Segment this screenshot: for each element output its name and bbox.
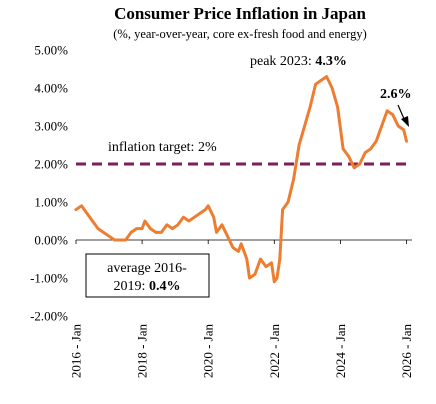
y-tick-label: 2.00% — [34, 157, 68, 172]
peak-annotation: peak 2023: 4.3% — [250, 54, 347, 69]
average-annotation-line2: 2019: 0.4% — [114, 279, 181, 294]
target-annotation: inflation target: 2% — [108, 140, 217, 155]
chart-title: Consumer Price Inflation in Japan — [114, 4, 366, 23]
x-axis: 2016 - Jan 2018 - Jan 2020 - Jan 2022 - Jan… — [69, 240, 414, 378]
chart-subtitle: (%, year-over-year, core ex-fresh food a… — [113, 27, 367, 41]
x-tick-label: 2026 - Jan — [399, 324, 414, 379]
latest-annotation: 2.6% — [380, 87, 412, 102]
x-tick-label: 2018 - Jan — [135, 324, 150, 379]
y-axis: 5.00% 4.00% 3.00% 2.00% 1.00% 0.00% -1.00% -2.0… — [30, 43, 68, 324]
y-tick-label: 4.00% — [34, 81, 68, 96]
y-tick-label: 1.00% — [34, 195, 68, 210]
average-annotation-line1: average 2016- — [107, 261, 187, 276]
x-tick-label: 2020 - Jan — [201, 324, 216, 379]
inflation-series-line — [74, 75, 408, 284]
average-annotation-label: 2019: — [114, 279, 149, 294]
y-tick-label: 0.00% — [34, 233, 68, 248]
y-tick-label: -1.00% — [30, 271, 68, 286]
latest-arrow-head — [401, 116, 409, 127]
x-tick-label: 2024 - Jan — [333, 324, 348, 379]
y-tick-label: -2.00% — [30, 309, 68, 324]
y-tick-label: 5.00% — [34, 43, 68, 58]
peak-annotation-value: 4.3% — [315, 54, 347, 69]
x-tick-label: 2022 - Jan — [267, 324, 282, 379]
peak-annotation-label: peak 2023: — [250, 54, 315, 69]
average-box — [85, 253, 210, 298]
x-tick-label: 2016 - Jan — [69, 324, 84, 379]
average-annotation-value: 0.4% — [149, 279, 181, 294]
y-tick-label: 3.00% — [34, 119, 68, 134]
